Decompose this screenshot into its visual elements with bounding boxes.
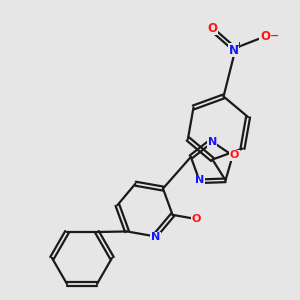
Text: N: N: [208, 137, 217, 147]
Text: N: N: [195, 175, 204, 185]
Text: +: +: [236, 40, 242, 50]
Text: O: O: [260, 29, 270, 43]
Text: N: N: [151, 232, 160, 242]
Text: N: N: [229, 44, 239, 56]
Text: −: −: [270, 31, 280, 41]
Text: O: O: [230, 151, 239, 160]
Text: O: O: [192, 214, 201, 224]
Text: O: O: [207, 22, 217, 34]
